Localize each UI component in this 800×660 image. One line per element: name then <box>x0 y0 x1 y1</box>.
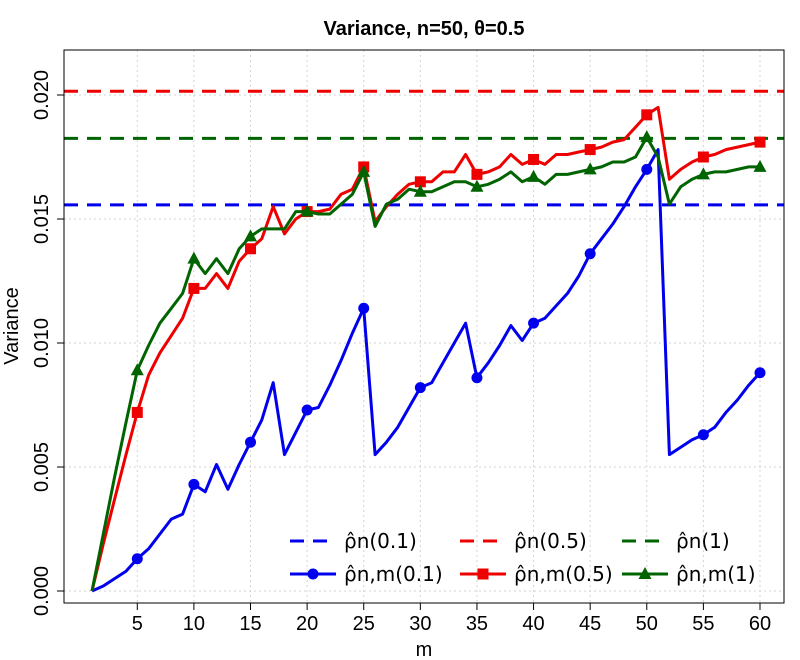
series-1-marker-5 <box>414 176 426 188</box>
x-tick-label-6: 35 <box>466 613 488 635</box>
series-0-marker-11 <box>754 367 766 379</box>
series-group <box>90 105 767 593</box>
x-tick-label-3: 20 <box>296 613 318 635</box>
series-0-marker-3 <box>301 404 313 416</box>
x-tick-label-2: 15 <box>239 613 261 635</box>
y-tick-label-2: 0.010 <box>31 318 53 368</box>
series-2-marker-9 <box>640 130 654 143</box>
series-0-marker-4 <box>358 302 370 314</box>
legend-item-0: ρ̂n(0.1) <box>290 529 417 553</box>
series-2-marker-7 <box>527 169 541 182</box>
y-tick-label-1: 0.005 <box>31 442 53 492</box>
series-1-marker-0 <box>131 406 143 418</box>
x-tick-label-1: 10 <box>183 613 205 635</box>
series-2 <box>90 130 767 592</box>
x-tick-label-5: 30 <box>409 613 431 635</box>
series-1-marker-1 <box>188 282 200 294</box>
series-2-marker-2 <box>244 229 258 242</box>
series-0-marker-8 <box>584 248 596 260</box>
y-axis: 0.000 0.005 0.010 0.015 0.020 <box>31 70 64 616</box>
series-1-marker-2 <box>245 243 257 255</box>
legend-item-4: ρ̂n,m(0.5) <box>460 562 613 586</box>
legend-item-1: ρ̂n(0.5) <box>460 529 587 553</box>
legend-label-0: ρ̂n(0.1) <box>344 529 417 553</box>
x-tick-label-7: 40 <box>522 613 544 635</box>
series-1-marker-8 <box>584 144 596 156</box>
series-2-marker-11 <box>753 159 767 172</box>
x-tick-label-8: 45 <box>579 613 601 635</box>
legend-label-2: ρ̂n(1) <box>676 529 730 553</box>
series-1-marker-11 <box>754 136 766 148</box>
series-0-marker-1 <box>188 478 200 490</box>
series-0-marker-6 <box>471 372 483 384</box>
legend-label-1: ρ̂n(0.5) <box>514 529 587 553</box>
x-axis-label: m <box>416 639 433 660</box>
series-0-marker-9 <box>641 163 653 175</box>
series-line-0 <box>91 148 762 593</box>
legend: ρ̂n(0.1) ρ̂n(0.5) ρ̂n(1) ρ̂n,m(0.1) ρ̂n,m(0.… <box>290 529 756 586</box>
series-1-marker-10 <box>697 151 709 163</box>
y-tick-label-0: 0.000 <box>31 566 53 616</box>
x-tick-label-11: 60 <box>749 613 771 635</box>
legend-item-3: ρ̂n,m(0.1) <box>290 562 443 586</box>
series-0-marker-2 <box>245 436 257 448</box>
series-2-marker-8 <box>583 162 597 175</box>
chart-title: Variance, n=50, θ=0.5 <box>324 18 525 40</box>
series-1-marker-7 <box>528 153 540 165</box>
reference-lines <box>64 89 784 207</box>
series-1-marker-9 <box>641 109 653 121</box>
series-2-marker-10 <box>696 167 710 180</box>
legend-item-5: ρ̂n,m(1) <box>622 562 756 586</box>
legend-label-3: ρ̂n,m(0.1) <box>344 562 443 586</box>
series-0-marker-5 <box>414 382 426 394</box>
plot-frame <box>63 49 785 604</box>
y-axis-label: Variance <box>1 287 23 364</box>
series-2-marker-1 <box>187 251 201 264</box>
series-0-marker-10 <box>697 429 709 441</box>
x-tick-label-4: 25 <box>353 613 375 635</box>
y-tick-label-3: 0.015 <box>31 194 53 244</box>
series-1-marker-6 <box>471 168 483 180</box>
x-tick-label-9: 50 <box>636 613 658 635</box>
legend-label-5: ρ̂n,m(1) <box>676 562 756 586</box>
series-0 <box>91 148 766 593</box>
legend-key-marker-3 <box>307 568 319 580</box>
legend-key-marker-4 <box>477 568 489 580</box>
y-tick-label-4: 0.020 <box>31 70 53 120</box>
series-2-marker-4 <box>357 164 371 177</box>
series-2-marker-3 <box>300 204 314 217</box>
x-tick-label-0: 5 <box>132 613 143 635</box>
series-0-marker-7 <box>528 317 540 329</box>
series-2-marker-6 <box>470 179 484 192</box>
series-0-marker-0 <box>131 553 143 565</box>
grid <box>64 50 784 603</box>
legend-key-marker-5 <box>638 567 652 579</box>
x-axis: 5 10 15 20 25 30 35 40 45 50 55 60 <box>132 603 771 635</box>
x-tick-label-10: 55 <box>692 613 714 635</box>
series-2-marker-0 <box>130 363 144 376</box>
legend-label-4: ρ̂n,m(0.5) <box>514 562 613 586</box>
series-2-marker-5 <box>413 184 427 197</box>
legend-item-2: ρ̂n(1) <box>622 529 730 553</box>
